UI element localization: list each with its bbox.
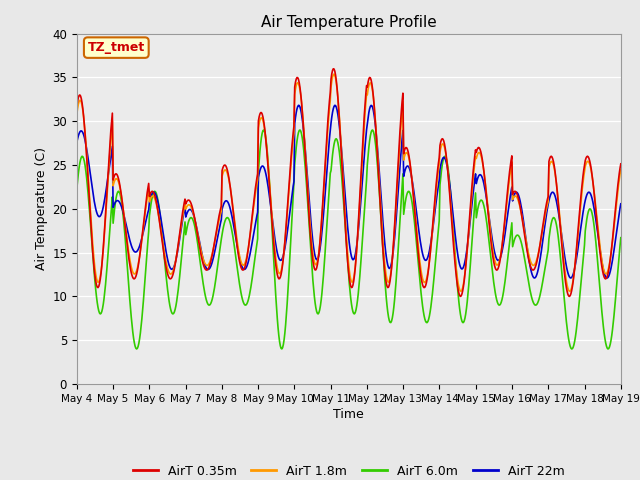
AirT 22m xyxy=(331,102,339,108)
Line: AirT 6.0m: AirT 6.0m xyxy=(77,130,621,349)
AirT 22m xyxy=(416,233,424,239)
Line: AirT 0.35m: AirT 0.35m xyxy=(77,69,621,296)
Title: Air Temperature Profile: Air Temperature Profile xyxy=(261,15,436,30)
AirT 22m xyxy=(223,198,230,204)
AirT 6.0m xyxy=(83,175,90,181)
AirT 0.35m xyxy=(416,263,424,269)
X-axis label: Time: Time xyxy=(333,408,364,421)
AirT 22m xyxy=(83,146,90,152)
AirT 6.0m xyxy=(223,215,231,220)
AirT 1.8m xyxy=(566,288,573,294)
AirT 6.0m xyxy=(140,298,147,304)
AirT 1.8m xyxy=(139,231,147,237)
AirT 22m xyxy=(139,232,147,238)
Line: AirT 1.8m: AirT 1.8m xyxy=(77,74,621,291)
AirT 6.0m xyxy=(617,235,625,240)
AirT 1.8m xyxy=(194,232,202,238)
AirT 1.8m xyxy=(83,150,90,156)
AirT 22m xyxy=(194,230,202,236)
AirT 22m xyxy=(431,205,439,211)
AirT 1.8m xyxy=(416,256,424,262)
AirT 6.0m xyxy=(132,346,140,352)
Text: TZ_tmet: TZ_tmet xyxy=(88,41,145,54)
AirT 0.35m xyxy=(83,154,90,159)
AirT 0.35m xyxy=(566,293,573,299)
AirT 1.8m xyxy=(223,168,230,174)
AirT 1.8m xyxy=(330,71,338,77)
AirT 22m xyxy=(617,201,625,207)
AirT 1.8m xyxy=(617,167,625,173)
Legend: AirT 0.35m, AirT 1.8m, AirT 6.0m, AirT 22m: AirT 0.35m, AirT 1.8m, AirT 6.0m, AirT 2… xyxy=(127,460,570,480)
AirT 0.35m xyxy=(431,190,439,195)
AirT 0.35m xyxy=(194,234,202,240)
AirT 6.0m xyxy=(417,283,424,288)
AirT 6.0m xyxy=(260,127,268,133)
AirT 1.8m xyxy=(431,195,439,201)
AirT 6.0m xyxy=(195,247,202,253)
AirT 0.35m xyxy=(223,165,230,170)
AirT 0.35m xyxy=(617,161,625,167)
AirT 1.8m xyxy=(73,111,81,117)
AirT 6.0m xyxy=(433,250,440,256)
AirT 0.35m xyxy=(330,66,337,72)
Line: AirT 22m: AirT 22m xyxy=(77,105,621,278)
AirT 6.0m xyxy=(73,186,81,192)
AirT 22m xyxy=(73,140,81,145)
AirT 0.35m xyxy=(139,228,147,234)
Y-axis label: Air Temperature (C): Air Temperature (C) xyxy=(35,147,48,270)
AirT 0.35m xyxy=(73,104,81,110)
AirT 22m xyxy=(531,275,538,281)
